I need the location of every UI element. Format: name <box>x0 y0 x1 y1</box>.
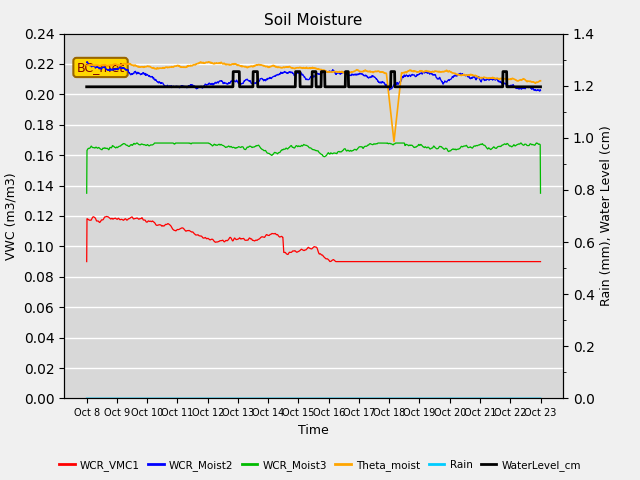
Y-axis label: Rain (mm), Water Level (cm): Rain (mm), Water Level (cm) <box>600 126 614 306</box>
X-axis label: Time: Time <box>298 424 329 437</box>
Text: BC_met: BC_met <box>77 61 125 74</box>
Y-axis label: VWC (m3/m3): VWC (m3/m3) <box>5 172 18 260</box>
Legend: WCR_VMC1, WCR_Moist2, WCR_Moist3, Theta_moist, Rain, WaterLevel_cm: WCR_VMC1, WCR_Moist2, WCR_Moist3, Theta_… <box>55 456 585 475</box>
Title: Soil Moisture: Soil Moisture <box>264 13 363 28</box>
